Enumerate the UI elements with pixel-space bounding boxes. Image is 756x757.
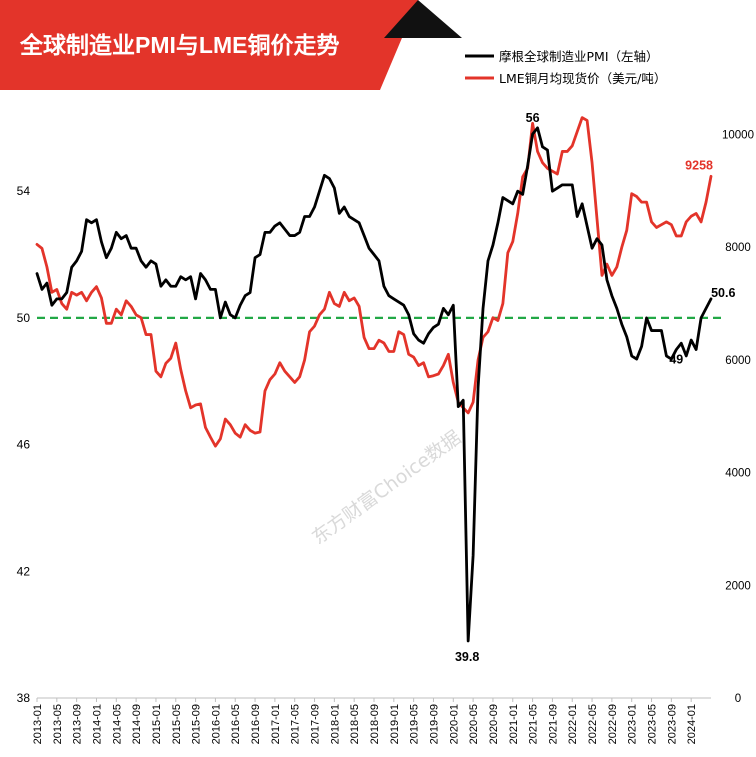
axes: 38 42 46 50 54 0 2000 4000 6000 8000 10000 2013-01 2…	[17, 130, 754, 745]
x-tick-label: 2017-05	[290, 704, 302, 744]
x-tick-label: 2021-09	[547, 704, 559, 744]
x-tick-label: 2020-01	[448, 704, 460, 744]
x-tick-label: 2014-05	[111, 704, 123, 744]
x-tick-label: 2013-05	[52, 704, 64, 744]
y-right-tick-label: 2000	[725, 580, 751, 592]
x-tick-label: 2014-09	[131, 704, 143, 744]
y-right-tick-label: 6000	[725, 355, 751, 367]
x-tick-label: 2023-01	[627, 704, 639, 744]
title-corner-triangle	[384, 0, 462, 38]
x-tick-label: 2021-05	[528, 704, 540, 744]
x-tick-label: 2017-09	[310, 704, 322, 744]
pmi-line	[35, 126, 713, 643]
data-label: 50.6	[711, 286, 735, 300]
legend-label-pmi: 摩根全球制造业PMI（左轴）	[499, 49, 659, 64]
x-tick-label: 2018-09	[369, 704, 381, 744]
x-tick-label: 2019-01	[389, 704, 401, 744]
x-tick-label: 2022-09	[607, 704, 619, 744]
x-tick-label: 2014-01	[91, 704, 103, 744]
legend: 摩根全球制造业PMI（左轴） LME铜月均现货价（美元/吨）	[465, 49, 666, 86]
y-right-tick-label: 4000	[725, 468, 751, 480]
x-tick-label: 2013-01	[32, 704, 44, 744]
x-tick-label: 2017-01	[270, 704, 282, 744]
x-tick-label: 2016-05	[230, 704, 242, 744]
x-tick-label: 2018-01	[329, 704, 341, 744]
y-right-tick-label: 10000	[722, 130, 754, 142]
x-tick-label: 2022-05	[587, 704, 599, 744]
x-tick-label: 2015-01	[151, 704, 163, 744]
x-tick-label: 2021-01	[508, 704, 520, 744]
data-label: 9258	[685, 158, 713, 172]
legend-label-copper: LME铜月均现货价（美元/吨）	[499, 71, 666, 86]
copper-price-line	[35, 116, 713, 448]
x-tick-label: 2020-05	[468, 704, 480, 744]
chart-title: 全球制造业PMI与LME铜价走势	[19, 32, 339, 58]
x-tick-label: 2020-09	[488, 704, 500, 744]
data-label: 49	[669, 353, 683, 367]
x-tick-label: 2024-01	[686, 704, 698, 744]
y-left-tick-label: 54	[17, 184, 31, 198]
y-left-tick-label: 42	[17, 564, 31, 578]
x-tick-label: 2013-09	[72, 704, 84, 744]
x-tick-label: 2016-01	[210, 704, 222, 744]
x-tick-label: 2023-05	[647, 704, 659, 744]
y-left-tick-label: 46	[17, 438, 31, 452]
annotations: 56 39.8 49 50.6 9258	[455, 111, 735, 664]
data-label: 39.8	[455, 650, 479, 664]
y-right-tick-label: 8000	[725, 242, 751, 254]
x-tick-label: 2023-09	[666, 704, 678, 744]
y-left-tick-label: 38	[17, 691, 31, 705]
x-tick-label: 2022-01	[567, 704, 579, 744]
x-tick-label: 2015-09	[191, 704, 203, 744]
watermark: 东方财富Choice数据	[308, 426, 465, 549]
x-tick-label: 2015-05	[171, 704, 183, 744]
data-label: 56	[526, 111, 540, 125]
x-tick-label: 2019-05	[409, 704, 421, 744]
x-tick-label: 2016-09	[250, 704, 262, 744]
x-tick-label: 2018-05	[349, 704, 361, 744]
y-right-tick-label: 0	[735, 693, 741, 705]
x-tick-label: 2019-09	[428, 704, 440, 744]
series-lines	[35, 116, 713, 643]
y-left-tick-label: 50	[17, 311, 31, 325]
title-banner	[0, 0, 418, 90]
